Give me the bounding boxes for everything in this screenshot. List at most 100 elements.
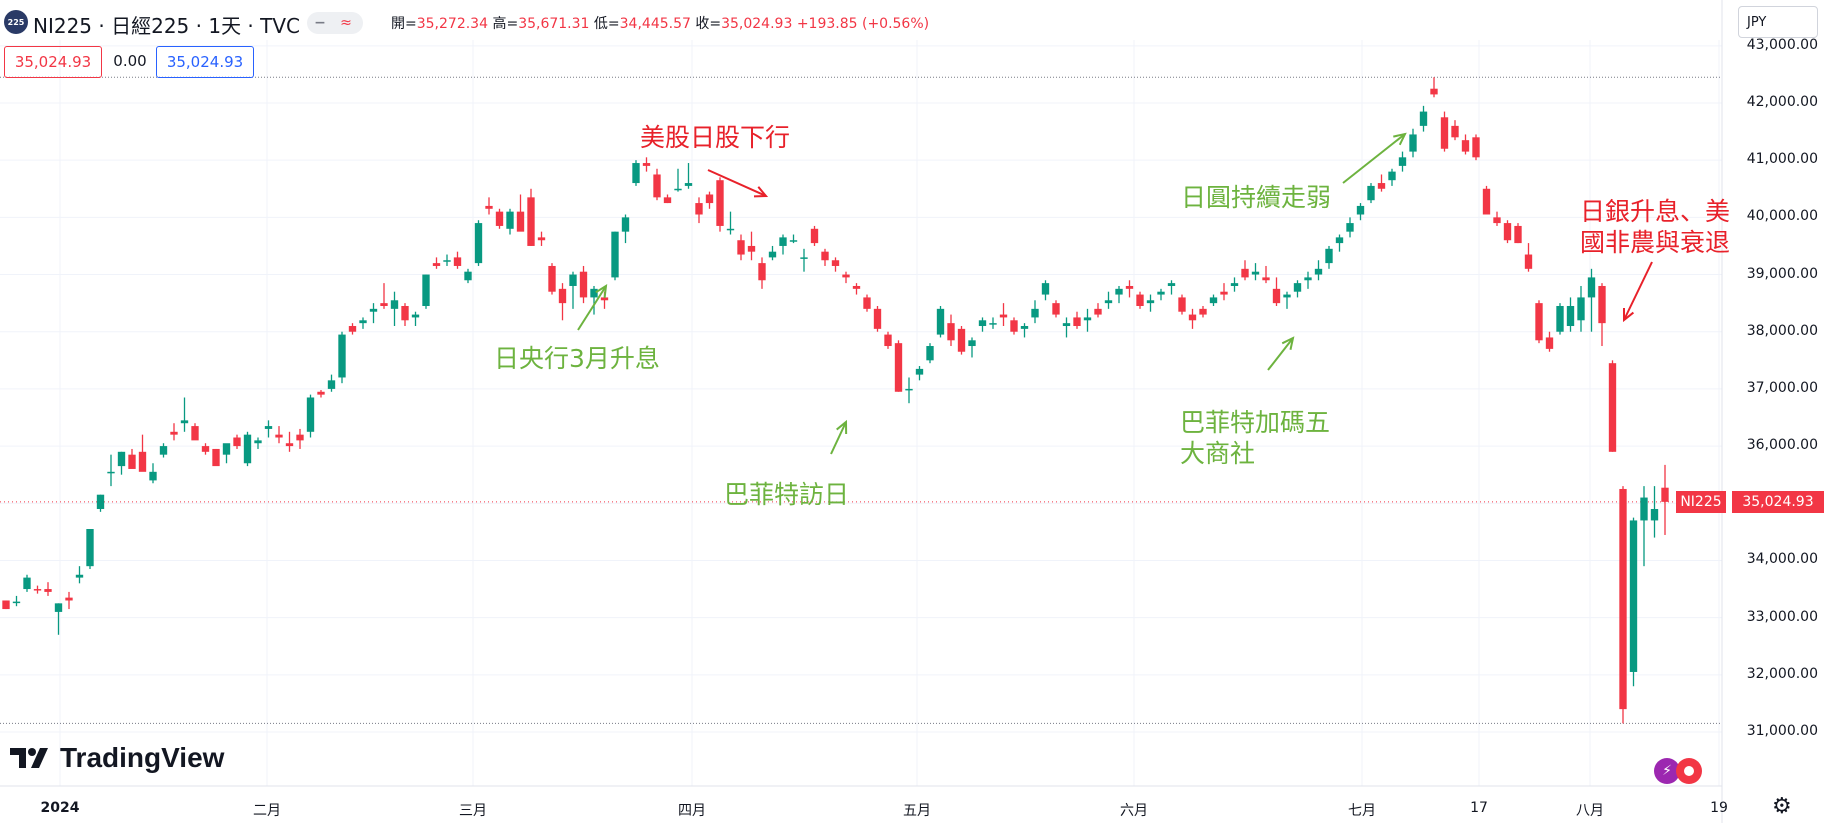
candle-body bbox=[642, 163, 651, 166]
arrow-buffett-visit-head bbox=[836, 419, 848, 435]
spread-value: 0.00 bbox=[113, 52, 147, 70]
price-axis-label: 42,000.00 bbox=[1746, 94, 1818, 110]
time-axis-label: 三月 bbox=[459, 803, 487, 819]
price-axis-label: 34,000.00 bbox=[1746, 551, 1818, 568]
candle-body bbox=[180, 420, 189, 424]
candle-body bbox=[1167, 283, 1176, 286]
candle-body bbox=[611, 231, 619, 278]
candle-body bbox=[1052, 303, 1060, 315]
candle-body bbox=[453, 257, 462, 266]
annotation-buffett-add-line2: 大商社 bbox=[1180, 439, 1256, 469]
candle-body bbox=[1136, 294, 1144, 306]
candle-body bbox=[1545, 337, 1554, 349]
arrow-buffett-add bbox=[1267, 337, 1294, 371]
candle-body bbox=[359, 320, 367, 324]
candle-body bbox=[159, 446, 168, 455]
candle-body bbox=[75, 574, 84, 578]
candle-body bbox=[1619, 488, 1627, 710]
symbol-title[interactable]: NI225 · 日經225 · 1天 · TVC bbox=[33, 14, 301, 38]
candle-body bbox=[905, 388, 913, 391]
candle-body bbox=[369, 308, 378, 312]
candle-body bbox=[212, 448, 220, 467]
candle-body bbox=[23, 577, 31, 590]
price-axis-label: 37,000.00 bbox=[1746, 379, 1818, 396]
change-value: +193.85 (+0.56%) bbox=[796, 16, 930, 32]
close-label: 收= bbox=[695, 16, 722, 32]
candle-body bbox=[1419, 111, 1428, 126]
candle-body bbox=[1104, 300, 1113, 304]
time-axis-label: 六月 bbox=[1120, 803, 1148, 819]
settings-gear-icon[interactable]: ⚙ bbox=[1772, 794, 1792, 819]
wave-icon[interactable]: ≈ bbox=[340, 15, 352, 31]
candle-body bbox=[411, 314, 420, 318]
candle-body bbox=[1535, 303, 1543, 341]
price-axis-label: 41,000.00 bbox=[1746, 151, 1818, 168]
last-price-label: 35,024.93 bbox=[1732, 491, 1824, 513]
candle-body bbox=[1356, 205, 1365, 215]
high-label: 高= bbox=[492, 16, 519, 32]
candle-body bbox=[569, 274, 577, 286]
candle-body bbox=[1398, 157, 1407, 166]
arrow-buffett-add-head bbox=[1281, 336, 1295, 350]
candle-body bbox=[936, 308, 945, 335]
ohlc-readout: 開=35,272.34 高=35,671.31 低=34,445.57 收=35… bbox=[391, 13, 929, 33]
candle-body bbox=[464, 271, 472, 281]
candle-body bbox=[506, 211, 514, 229]
price-axis-label: 43,000.00 bbox=[1746, 36, 1818, 53]
close-value: 35,024.93 bbox=[721, 16, 793, 32]
candle-body bbox=[1325, 248, 1333, 264]
candle-body bbox=[1125, 285, 1134, 289]
candle-body bbox=[1304, 277, 1312, 281]
candle-body bbox=[758, 263, 766, 281]
arrow-boj-hike-head bbox=[1622, 307, 1635, 323]
candle-body bbox=[663, 197, 672, 204]
time-axis-label: 17 bbox=[1470, 800, 1488, 816]
symbol-badge-icon[interactable]: 225 bbox=[4, 10, 28, 34]
candle-body bbox=[348, 326, 357, 332]
price-axis-label: 32,000.00 bbox=[1746, 665, 1818, 682]
candle-body bbox=[1367, 185, 1375, 201]
indicator-pill[interactable]: − ≈ bbox=[307, 12, 363, 34]
candle-body bbox=[432, 263, 441, 266]
candle-body bbox=[401, 305, 409, 321]
arrow-boj-march-head bbox=[595, 284, 608, 299]
sell-price-button[interactable]: 35,024.93 bbox=[4, 46, 102, 78]
candle-body bbox=[306, 397, 315, 432]
minus-icon[interactable]: − bbox=[314, 15, 326, 31]
candle-body bbox=[327, 380, 336, 389]
candle-body bbox=[1608, 363, 1617, 452]
candle-body bbox=[705, 194, 714, 204]
candle-body bbox=[12, 601, 21, 604]
time-axis-label: 2024 bbox=[40, 800, 80, 816]
time-axis-label: 五月 bbox=[903, 803, 931, 819]
open-value: 35,272.34 bbox=[416, 16, 488, 32]
currency-selector[interactable]: JPY bbox=[1738, 6, 1818, 38]
candle-body bbox=[1661, 487, 1669, 502]
price-axis-label: 33,000.00 bbox=[1746, 608, 1818, 625]
tradingview-logo[interactable]: TradingView bbox=[10, 742, 224, 774]
candle-body bbox=[747, 245, 756, 252]
candle-body bbox=[1283, 294, 1291, 298]
buy-price-button[interactable]: 35,024.93 bbox=[156, 46, 254, 78]
candle-body bbox=[1388, 171, 1396, 181]
annotation-buffett-visit: 巴菲特訪日 bbox=[724, 480, 850, 509]
candle-body bbox=[65, 597, 73, 601]
candle-body bbox=[1083, 317, 1092, 321]
candle-body bbox=[527, 197, 535, 246]
candle-body bbox=[884, 334, 892, 347]
flash-icon[interactable]: ⚡ bbox=[1654, 758, 1680, 784]
last-price-symbol-label: NI225 bbox=[1676, 491, 1726, 513]
candle-body bbox=[1178, 297, 1186, 312]
candle-body bbox=[926, 346, 934, 361]
time-axis-label: 四月 bbox=[678, 803, 706, 819]
record-icon[interactable] bbox=[1676, 758, 1702, 784]
candle-body bbox=[2, 600, 10, 610]
arrow-buffett-visit bbox=[830, 421, 847, 455]
price-axis-label: 38,000.00 bbox=[1746, 322, 1818, 339]
candle-body bbox=[537, 237, 546, 241]
candle-body bbox=[1472, 137, 1480, 158]
annotation-yen-weak: 日圓持續走弱 bbox=[1181, 183, 1332, 212]
candle-body bbox=[222, 443, 231, 455]
candle-body bbox=[1430, 88, 1438, 95]
